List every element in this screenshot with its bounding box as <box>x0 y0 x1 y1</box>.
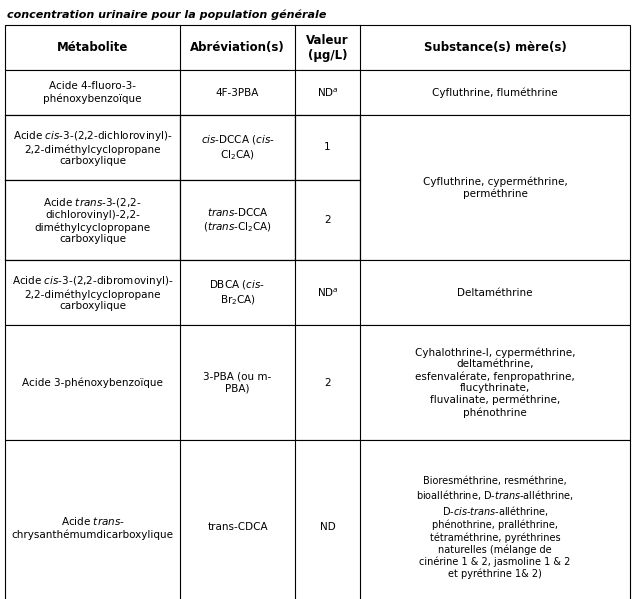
Bar <box>360 115 630 260</box>
Bar <box>295 180 360 260</box>
Text: ND$^a$: ND$^a$ <box>316 286 339 299</box>
Text: 2: 2 <box>324 377 331 388</box>
Text: Métabolite: Métabolite <box>57 41 128 54</box>
Bar <box>5 70 630 115</box>
Text: ND: ND <box>320 522 335 533</box>
Text: Bioresméthrine, resméthrine,
bioalléthrine, D-$\it{trans}$-alléthrine,
D-$\it{ci: Bioresméthrine, resméthrine, bioalléthri… <box>417 476 573 579</box>
Text: Cyfluthrine, cyperméthrine,
perméthrine: Cyfluthrine, cyperméthrine, perméthrine <box>423 176 567 199</box>
Text: Valeur
(µg/L): Valeur (µg/L) <box>306 34 349 62</box>
Text: DBCA ($\it{cis}$-
Br$_2$CA): DBCA ($\it{cis}$- Br$_2$CA) <box>210 278 265 307</box>
Bar <box>5 440 630 599</box>
Bar <box>180 115 295 180</box>
Text: 2: 2 <box>324 215 331 225</box>
Text: ND$^a$: ND$^a$ <box>316 86 339 99</box>
Bar <box>5 325 630 440</box>
Text: Cyfluthrine, fluméthrine: Cyfluthrine, fluméthrine <box>432 87 558 98</box>
Text: Acide $\it{cis}$-3-(2,2-dichlorovinyl)-
2,2-diméthylcyclopropane
carboxylique: Acide $\it{cis}$-3-(2,2-dichlorovinyl)- … <box>13 129 172 167</box>
Text: Acide 4-fluoro-3-
phénoxybenzoïque: Acide 4-fluoro-3- phénoxybenzoïque <box>43 81 142 104</box>
Text: 3-PBA (ou m-
PBA): 3-PBA (ou m- PBA) <box>203 372 272 394</box>
Bar <box>5 180 180 260</box>
Text: Acide $\it{trans}$-3-(2,2-
dichlorovinyl)-2,2-
diméthylcyclopropane
carboxylique: Acide $\it{trans}$-3-(2,2- dichlorovinyl… <box>34 196 151 244</box>
Text: concentration urinaire pour la population générale: concentration urinaire pour la populatio… <box>7 10 327 20</box>
Text: $\it{cis}$-DCCA ($\it{cis}$-
Cl$_2$CA): $\it{cis}$-DCCA ($\it{cis}$- Cl$_2$CA) <box>201 133 275 162</box>
Text: Deltaméthrine: Deltaméthrine <box>457 288 533 298</box>
Text: Acide 3-phénoxybenzoïque: Acide 3-phénoxybenzoïque <box>22 377 163 388</box>
Text: 1: 1 <box>324 143 331 153</box>
Text: Acide $\it{cis}$-3-(2,2-dibromovinyl)-
2,2-diméthylcyclopropane
carboxylique: Acide $\it{cis}$-3-(2,2-dibromovinyl)- 2… <box>12 274 173 311</box>
Text: trans-CDCA: trans-CDCA <box>207 522 268 533</box>
Text: $\it{trans}$-DCCA
($\it{trans}$-Cl$_2$CA): $\it{trans}$-DCCA ($\it{trans}$-Cl$_2$CA… <box>203 206 272 234</box>
Text: Abréviation(s): Abréviation(s) <box>190 41 285 54</box>
Bar <box>5 260 630 325</box>
Bar <box>5 115 180 180</box>
Text: Substance(s) mère(s): Substance(s) mère(s) <box>423 41 567 54</box>
Bar <box>5 25 630 70</box>
Text: 4F-3PBA: 4F-3PBA <box>216 87 259 98</box>
Bar <box>295 115 360 180</box>
Text: Acide $\it{trans}$-
chrysanthémumdicarboxylique: Acide $\it{trans}$- chrysanthémumdicarbo… <box>11 515 173 540</box>
Text: Cyhalothrine-l, cyperméthrine,
deltaméthrine,
esfenvalérate, fenpropathrine,
flu: Cyhalothrine-l, cyperméthrine, deltaméth… <box>415 347 575 418</box>
Bar <box>180 180 295 260</box>
